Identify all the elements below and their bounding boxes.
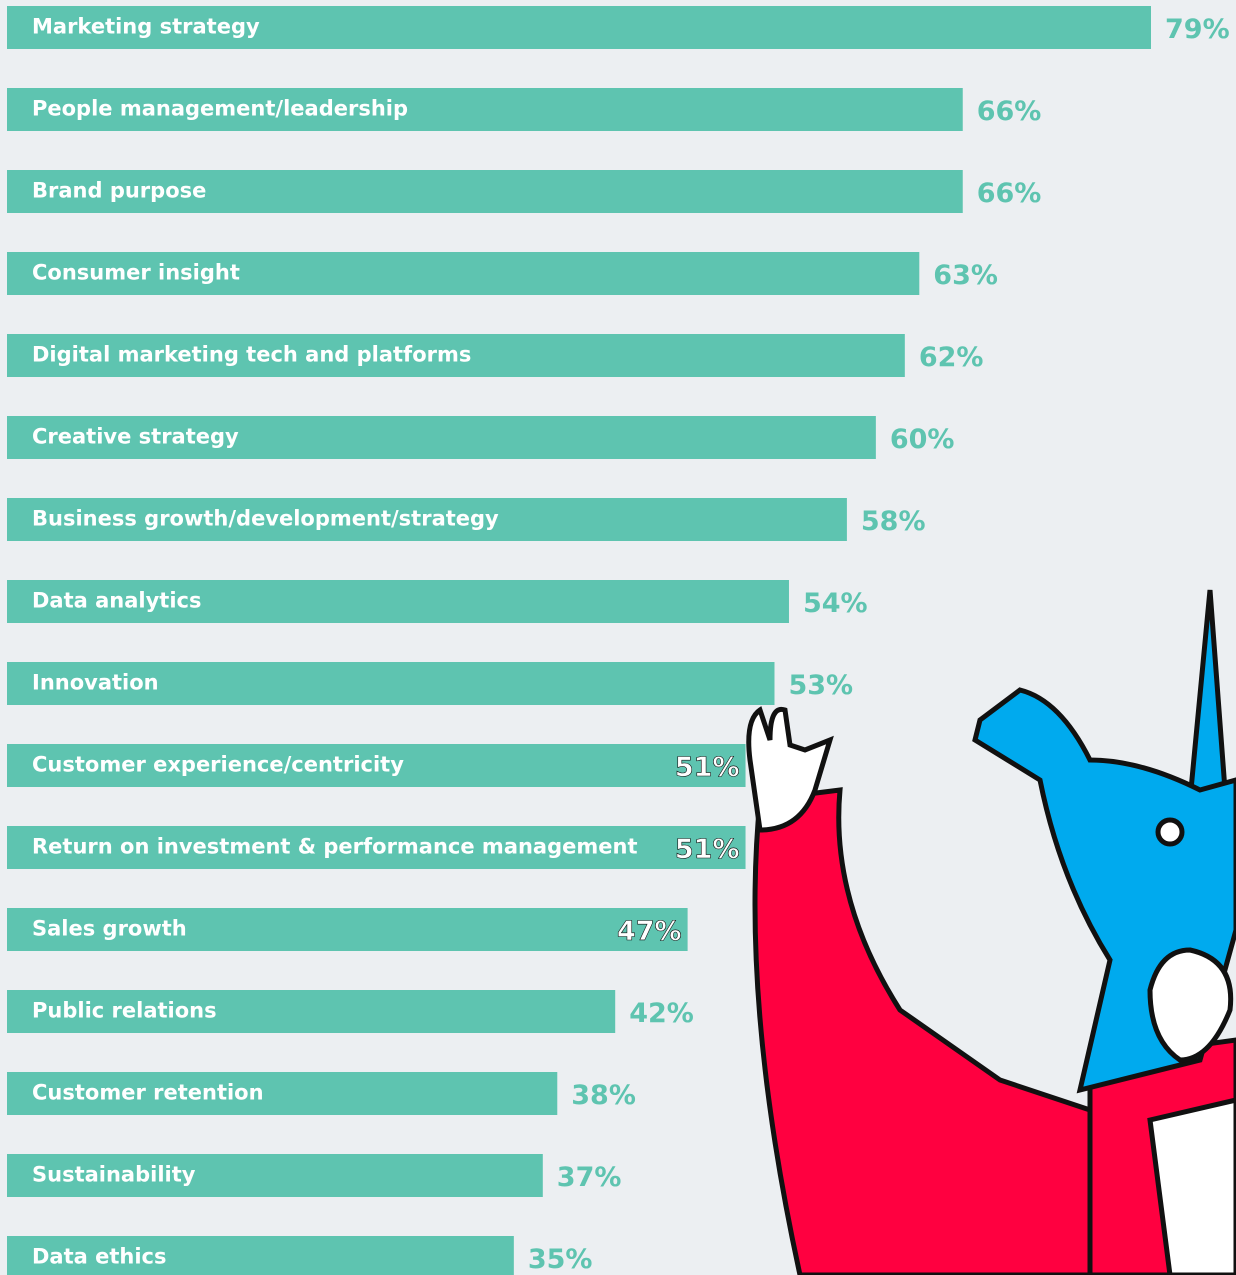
bar <box>7 1236 514 1275</box>
category-label: Creative strategy <box>32 425 239 449</box>
category-label: Business growth/development/strategy <box>32 507 499 531</box>
bar <box>7 252 920 295</box>
category-label: People management/leadership <box>32 97 408 121</box>
category-label: Data ethics <box>32 1245 167 1269</box>
bar <box>7 416 876 459</box>
category-label: Marketing strategy <box>32 15 260 39</box>
value-label: 63% <box>933 260 998 291</box>
category-label: Public relations <box>32 999 217 1023</box>
value-label: 51% <box>675 834 740 865</box>
category-label: Digital marketing tech and platforms <box>32 343 471 367</box>
bar <box>7 6 1151 49</box>
category-label: Customer retention <box>32 1081 264 1105</box>
value-label: 66% <box>977 178 1042 209</box>
value-label: 58% <box>861 506 926 537</box>
bar <box>7 498 847 541</box>
bar <box>7 170 963 213</box>
category-label: Sustainability <box>32 1163 196 1187</box>
value-label: 79% <box>1165 14 1230 45</box>
value-label: 62% <box>919 342 984 373</box>
value-label: 54% <box>803 588 868 619</box>
bar <box>7 1072 558 1115</box>
value-label: 42% <box>629 998 694 1029</box>
value-label: 53% <box>788 670 853 701</box>
value-label: 51% <box>675 752 740 783</box>
bar <box>7 662 775 705</box>
value-label: 38% <box>571 1080 636 1111</box>
bar <box>7 826 746 869</box>
category-label: Brand purpose <box>32 179 206 203</box>
category-label: Innovation <box>32 671 159 695</box>
bar <box>7 744 746 787</box>
value-label: 37% <box>557 1162 622 1193</box>
bar <box>7 990 616 1033</box>
value-label: 60% <box>890 424 955 455</box>
illustration <box>746 589 1236 1275</box>
value-label: 47% <box>617 916 682 947</box>
category-label: Return on investment & performance manag… <box>32 835 638 859</box>
category-label: Consumer insight <box>32 261 240 285</box>
category-label: Sales growth <box>32 917 187 941</box>
category-label: Customer experience/centricity <box>32 753 404 777</box>
bar <box>7 334 905 377</box>
value-label: 35% <box>528 1244 593 1275</box>
bar <box>7 88 963 131</box>
bar <box>7 1154 543 1197</box>
category-label: Data analytics <box>32 589 202 613</box>
value-label: 66% <box>977 96 1042 127</box>
bar <box>7 908 688 951</box>
bar <box>7 580 789 623</box>
